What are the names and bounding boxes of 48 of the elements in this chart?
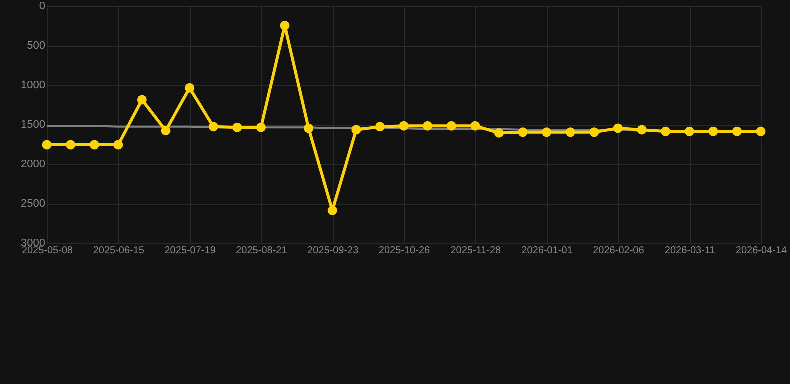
point	[328, 206, 338, 216]
x-tick-label: 2025-06-15	[93, 246, 145, 256]
point	[137, 95, 147, 105]
point	[590, 128, 600, 138]
point	[114, 140, 124, 150]
x-tick-label: 2025-09-23	[308, 246, 360, 256]
point	[637, 125, 647, 135]
x-tick-label: 2025-08-21	[236, 246, 288, 256]
x-tick-label: 2026-03-11	[664, 246, 716, 256]
point	[161, 126, 171, 136]
point	[352, 125, 362, 135]
point	[423, 121, 433, 131]
point	[494, 128, 504, 138]
point	[708, 126, 718, 136]
x-tick-label: 2025-05-08	[22, 246, 74, 256]
point	[756, 126, 766, 136]
point	[732, 126, 742, 136]
x-tick-label: 2026-01-01	[522, 246, 574, 256]
point	[446, 121, 456, 131]
y-tick-label: 2000	[21, 158, 46, 170]
point	[280, 21, 290, 30]
point	[42, 140, 52, 150]
point	[684, 126, 694, 136]
point	[90, 140, 100, 150]
y-tick-label: 0	[39, 0, 46, 12]
y-tick-label: 500	[27, 40, 46, 52]
point	[399, 121, 409, 131]
point	[375, 122, 385, 132]
y-tick-label: 1500	[21, 119, 46, 131]
x-tick-label: 2025-11-28	[450, 246, 502, 256]
x-tick-label: 2025-07-19	[164, 246, 216, 256]
point	[470, 121, 480, 131]
x-tick-label: 2026-04-14	[736, 246, 788, 256]
x-tick-label: 2025-10-26	[378, 246, 431, 256]
point	[661, 126, 671, 136]
point	[566, 128, 576, 138]
point	[542, 128, 552, 138]
x-tick-label: 2026-02-06	[593, 246, 645, 256]
point	[185, 83, 195, 93]
point	[208, 122, 218, 132]
point	[613, 124, 623, 134]
point	[518, 128, 528, 138]
point	[66, 140, 76, 150]
y-tick-label: 2500	[21, 198, 46, 210]
y-tick-label: 1000	[21, 80, 46, 92]
point	[304, 124, 314, 134]
point	[232, 122, 242, 132]
point	[256, 122, 266, 132]
